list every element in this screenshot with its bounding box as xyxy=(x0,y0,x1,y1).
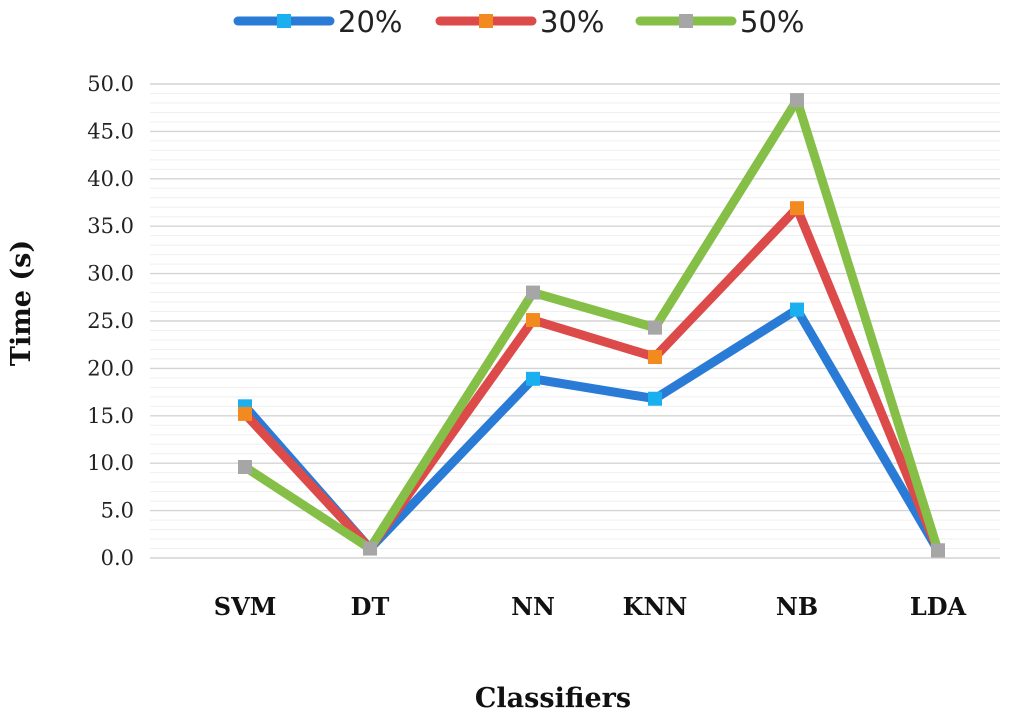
chart-legend: 20% 30% 50% xyxy=(233,5,804,39)
y-tick-label: 30.0 xyxy=(87,262,134,286)
y-tick-label: 5.0 xyxy=(101,499,134,523)
data-point xyxy=(363,541,377,556)
y-tick-label: 40.0 xyxy=(87,167,134,191)
x-tick-label: LDA xyxy=(910,592,967,621)
data-point xyxy=(526,285,540,300)
x-axis-ticks: SVM DT NN KNN NB LDA xyxy=(214,592,967,621)
data-point xyxy=(931,543,945,558)
x-axis-title: Classifiers xyxy=(475,683,631,714)
legend-marker xyxy=(479,14,493,28)
data-point xyxy=(238,406,252,421)
y-tick-label: 10.0 xyxy=(87,451,134,475)
legend-item: 20% xyxy=(233,5,402,39)
y-tick-label: 20.0 xyxy=(87,356,134,380)
y-tick-label: 15.0 xyxy=(87,404,134,428)
data-point xyxy=(790,201,804,216)
x-tick-label: NB xyxy=(776,592,818,621)
legend-marker xyxy=(277,14,291,28)
x-tick-label: SVM xyxy=(214,592,277,621)
data-point xyxy=(526,371,540,386)
series-3 xyxy=(238,93,945,558)
series-lines xyxy=(238,93,945,558)
legend-label: 50% xyxy=(740,5,804,39)
legend-label: 20% xyxy=(338,5,402,39)
legend-item: 30% xyxy=(435,5,604,39)
y-tick-label: 25.0 xyxy=(87,309,134,333)
y-tick-label: 35.0 xyxy=(87,214,134,238)
series-line xyxy=(240,305,943,555)
x-tick-label: NN xyxy=(511,592,555,621)
y-axis-title: Time (s) xyxy=(6,240,37,366)
y-axis-ticks: 0.0 5.0 10.0 15.0 20.0 25.0 30.0 35.0 40.0 45.0 50… xyxy=(87,72,134,570)
y-tick-label: 50.0 xyxy=(87,72,134,96)
gridlines xyxy=(150,83,1000,559)
series-line xyxy=(240,203,943,555)
data-point xyxy=(790,302,804,317)
data-point xyxy=(790,93,804,108)
data-point xyxy=(526,313,540,328)
data-point xyxy=(238,459,252,474)
y-tick-label: 45.0 xyxy=(87,119,134,143)
x-tick-label: KNN xyxy=(623,592,688,621)
x-tick-label: DT xyxy=(351,592,390,621)
legend-label: 30% xyxy=(540,5,604,39)
y-tick-label: 0.0 xyxy=(101,546,134,570)
data-point xyxy=(648,320,662,335)
series-line xyxy=(240,95,943,555)
data-point xyxy=(648,350,662,365)
legend-marker xyxy=(679,14,693,28)
data-point xyxy=(648,391,662,406)
legend-item: 50% xyxy=(635,5,804,39)
